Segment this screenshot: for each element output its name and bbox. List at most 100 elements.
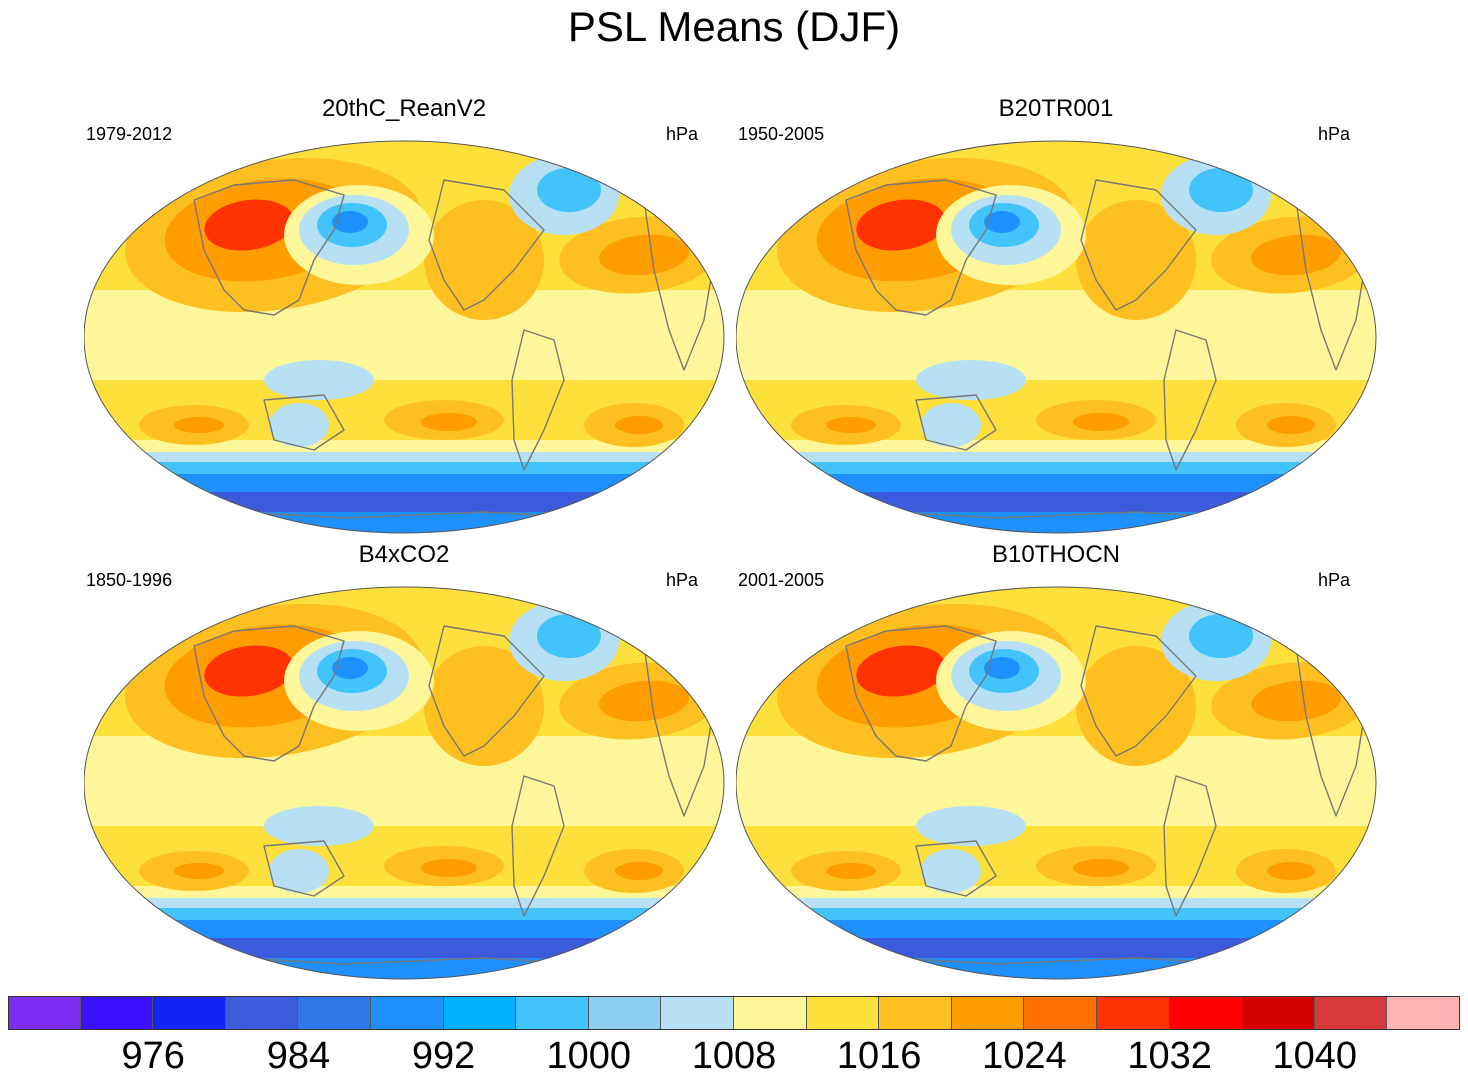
colorbar-segment: [661, 996, 734, 1030]
psl-map: [736, 586, 1377, 980]
colorbar-segment: [588, 996, 662, 1030]
icelandic-low-inner: [537, 614, 601, 658]
azores-high-core: [1251, 680, 1341, 722]
map-panel-4: B10THOCN 2001-2005 hPa: [736, 541, 1390, 981]
indian-ocean-high-core: [826, 417, 876, 433]
colorbar-label: 976: [121, 1035, 185, 1077]
panel-title: B10THOCN: [991, 541, 1121, 568]
field-southern-ocean-3: [84, 908, 724, 920]
colorbar-segment: [153, 996, 226, 1030]
field-southern-ocean-3: [84, 462, 724, 474]
indian-ocean-high-core: [174, 417, 224, 433]
azores-high-core: [599, 680, 689, 722]
australia-low: [269, 403, 329, 447]
coastline-asia: [193, 625, 345, 762]
indian-ocean-high-core: [174, 863, 224, 879]
maritime-low: [264, 806, 374, 846]
field-southern-ocean-3: [736, 908, 1376, 920]
field-southern-ocean-1: [736, 440, 1376, 452]
colorbar-label: 1024: [982, 1035, 1067, 1077]
map-outline: [84, 140, 725, 534]
south-pacific-high-core: [1073, 859, 1129, 877]
field-southern-ocean-4: [736, 474, 1376, 492]
azores-high-core: [1251, 234, 1341, 276]
colorbar-segment: [8, 996, 81, 1030]
colorbar-segment: [443, 996, 517, 1030]
field-southern-ocean-1: [736, 886, 1376, 898]
icelandic-low-inner: [1189, 614, 1253, 658]
colorbar-frame: [8, 996, 1460, 1030]
field-southern-ocean-4: [84, 920, 724, 938]
australia-low: [921, 403, 981, 447]
azores-high-core: [599, 234, 689, 276]
map-outline: [736, 140, 1377, 534]
colorbar-segment: [1387, 996, 1460, 1030]
field-southern-ocean-3: [736, 462, 1376, 474]
colorbar-label: 984: [266, 1035, 331, 1077]
field-southern-ocean-2: [84, 898, 724, 908]
colorbar-segment: [516, 996, 589, 1030]
south-pacific-high-core: [421, 859, 477, 877]
field-southern-ocean-1: [84, 886, 724, 898]
colorbar-segment: [1024, 996, 1097, 1030]
north-america-high: [424, 646, 544, 766]
panel-title: B4xCO2: [358, 541, 450, 568]
colorbar-label: 1000: [546, 1035, 632, 1077]
colorbar-segment: [1242, 996, 1315, 1030]
coastline-north-america: [428, 625, 545, 757]
panel-title: B20TR001: [998, 95, 1114, 122]
south-pacific-high-core: [1073, 413, 1129, 431]
colorbar-segment: [879, 996, 952, 1030]
field-southern-ocean-4: [736, 920, 1376, 938]
siberian-high-core: [204, 645, 294, 697]
aleutian-low-core: [332, 211, 368, 233]
coastline-north-america: [1080, 179, 1197, 311]
north-america-high: [424, 200, 544, 320]
siberian-high-core: [856, 199, 946, 251]
map-outline: [84, 586, 725, 980]
colorbar-segment: [951, 996, 1025, 1030]
coastline-australia: [263, 394, 345, 451]
psl-map: [736, 140, 1377, 534]
colorbar-segment: [298, 996, 371, 1030]
south-pacific-high-core: [421, 413, 477, 431]
siberian-high-core: [856, 645, 946, 697]
field-southern-ocean-1: [84, 440, 724, 452]
coastline-south-america: [511, 329, 565, 471]
coastline-south-america: [1163, 775, 1217, 917]
coastline-australia: [915, 394, 997, 451]
panel-period: 1950-2005: [738, 124, 825, 144]
colorbar-label: 1016: [836, 1035, 922, 1077]
aleutian-low-core: [332, 657, 368, 679]
icelandic-low-inner: [1189, 168, 1253, 212]
maritime-low: [916, 360, 1026, 400]
australia-low: [921, 849, 981, 893]
aleutian-low-core: [984, 657, 1020, 679]
psl-map: [84, 586, 725, 980]
field-southern-ocean-2: [736, 452, 1376, 462]
coastline-asia: [845, 179, 997, 316]
panel-units: hPa: [1317, 124, 1350, 144]
map-panel-2: B20TR001 1950-2005 hPa: [736, 95, 1390, 535]
panel-period: 1850-1996: [86, 570, 173, 590]
colorbar-segment: [734, 996, 807, 1030]
field-southern-ocean-2: [736, 898, 1376, 908]
colorbar-segment: [806, 996, 880, 1030]
colorbar: [8, 996, 1460, 1030]
maritime-low: [264, 360, 374, 400]
siberian-high-core: [204, 199, 294, 251]
panel-title: 20thC_ReanV2: [321, 95, 487, 122]
colorbar-label: 992: [411, 1035, 476, 1077]
figure-title: PSL Means (DJF): [567, 3, 901, 50]
field-southern-ocean-4: [84, 474, 724, 492]
south-atlantic-high-core: [615, 862, 663, 880]
aleutian-low-core: [984, 211, 1020, 233]
south-atlantic-high-core: [1267, 416, 1315, 434]
coastline-australia: [263, 840, 345, 897]
colorbar-segment: [225, 996, 299, 1030]
map-panel-1: 20thC_ReanV2 1979-2012 hPa: [84, 95, 738, 535]
colorbar-label: 1040: [1272, 1035, 1358, 1077]
south-atlantic-high-core: [615, 416, 663, 434]
field-southern-ocean-2: [84, 452, 724, 462]
colorbar-segment: [1314, 996, 1388, 1030]
